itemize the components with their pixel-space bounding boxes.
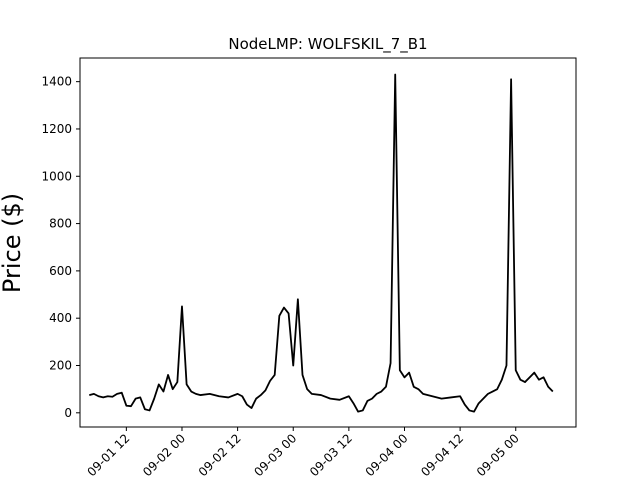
- y-tick-label: 600: [49, 264, 72, 278]
- y-axis-label: Price ($): [0, 193, 26, 293]
- axes-frame: [79, 57, 577, 428]
- chart-title: NodeLMP: WOLFSKIL_7_B1: [228, 35, 427, 54]
- y-tick-label: 400: [49, 311, 72, 325]
- y-axis-ticks: 0 200 400 600 800 1000 1200 1400: [41, 75, 80, 420]
- y-tick-label: 200: [49, 359, 72, 373]
- plot-area: [79, 57, 577, 428]
- y-tick-label: 0: [64, 406, 72, 420]
- y-tick-label: 1000: [41, 169, 72, 183]
- y-tick-label: 800: [49, 217, 72, 231]
- y-tick-label: 1400: [41, 75, 72, 89]
- price-series-line: [89, 73, 554, 413]
- y-tick-label: 1200: [41, 122, 72, 136]
